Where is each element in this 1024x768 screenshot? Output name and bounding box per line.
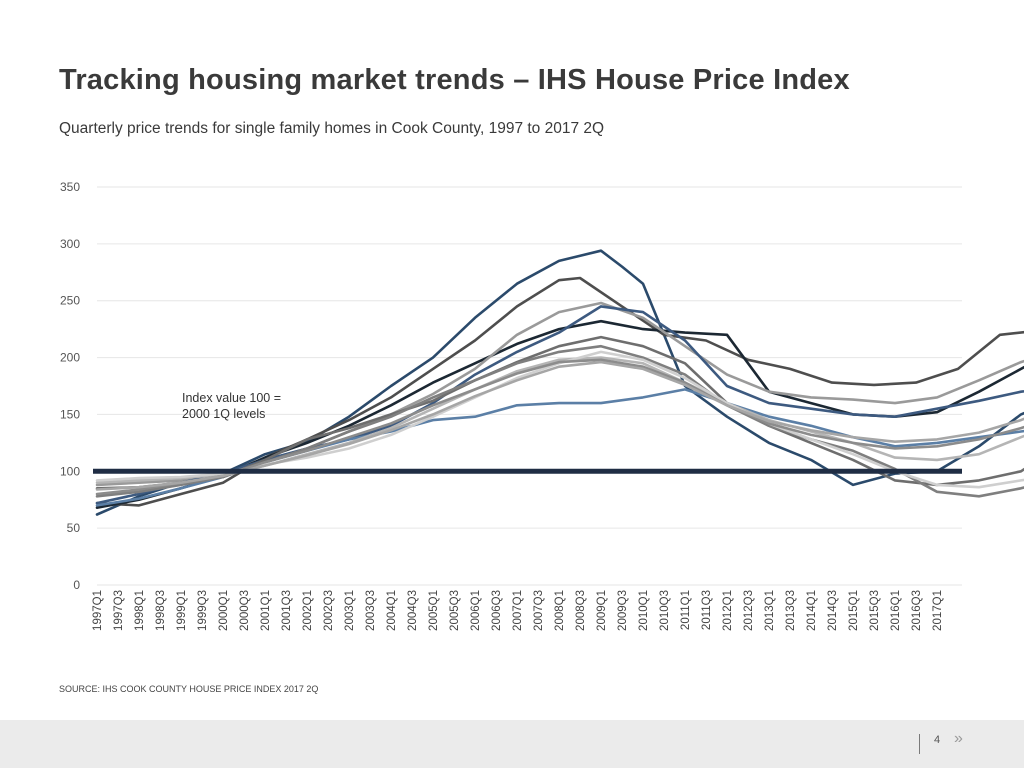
x-tick-label: 2007Q3 bbox=[533, 590, 545, 631]
x-tick-label: 2010Q3 bbox=[659, 590, 671, 631]
page-number: 4 bbox=[934, 734, 941, 746]
x-tick-label: 2005Q1 bbox=[428, 590, 440, 631]
x-axis-ticks: 1997Q1 1997Q3 1998Q1 1998Q3 1999Q1 1999Q3 2000… bbox=[92, 590, 944, 631]
series-line-series-5 bbox=[95, 305, 1024, 505]
price-index-chart: 0 50 100 150 200 250 300 350 1997Q1 1997Q3 1998Q1… bbox=[60, 180, 1024, 631]
x-tick-label: 2005Q3 bbox=[449, 590, 461, 631]
y-tick-label: 100 bbox=[60, 464, 80, 478]
annotation-line-2: 2000 1Q levels bbox=[182, 407, 265, 421]
x-tick-label: 2008Q1 bbox=[554, 590, 566, 631]
x-tick-label: 2016Q1 bbox=[890, 590, 902, 631]
series-line-series-7 bbox=[95, 335, 1024, 490]
y-tick-label: 300 bbox=[60, 237, 80, 251]
footer-bar: 4 » bbox=[0, 720, 1024, 768]
x-tick-label: 2002Q1 bbox=[302, 590, 314, 631]
source-note: SOURCE: IHS COOK COUNTY HOUSE PRICE INDE… bbox=[59, 684, 319, 694]
x-tick-label: 2014Q3 bbox=[827, 590, 839, 631]
x-tick-label: 1997Q3 bbox=[113, 590, 125, 631]
x-tick-label: 2011Q3 bbox=[701, 590, 713, 630]
x-tick-label: 2015Q1 bbox=[848, 590, 860, 631]
x-tick-label: 2003Q1 bbox=[344, 590, 356, 631]
x-tick-label: 2004Q3 bbox=[407, 590, 419, 631]
x-tick-label: 2009Q1 bbox=[596, 590, 608, 631]
x-tick-label: 2000Q3 bbox=[239, 590, 251, 631]
x-tick-label: 2007Q1 bbox=[512, 590, 524, 631]
footer-divider bbox=[919, 734, 920, 754]
x-tick-label: 1999Q1 bbox=[176, 590, 188, 631]
page-title: Tracking housing market trends – IHS Hou… bbox=[59, 64, 850, 96]
y-axis-ticks: 0 50 100 150 200 250 300 350 bbox=[60, 180, 80, 592]
x-tick-label: 2006Q1 bbox=[470, 590, 482, 631]
x-tick-label: 2012Q1 bbox=[722, 590, 734, 631]
y-tick-label: 200 bbox=[60, 351, 80, 365]
x-tick-label: 2002Q3 bbox=[323, 590, 335, 631]
y-tick-label: 150 bbox=[60, 407, 80, 421]
x-tick-label: 2004Q1 bbox=[386, 590, 398, 631]
chart-series bbox=[95, 249, 1024, 516]
x-tick-label: 2001Q3 bbox=[281, 590, 293, 631]
series-line-series-1 bbox=[95, 249, 1024, 516]
x-tick-label: 2016Q3 bbox=[911, 590, 923, 631]
y-tick-label: 0 bbox=[73, 578, 80, 592]
y-tick-label: 50 bbox=[67, 521, 81, 535]
x-tick-label: 1998Q1 bbox=[134, 590, 146, 631]
x-tick-label: 2001Q1 bbox=[260, 590, 272, 631]
series-line-series-11 bbox=[95, 358, 1024, 496]
x-tick-label: 2006Q3 bbox=[491, 590, 503, 631]
x-tick-label: 2012Q3 bbox=[743, 590, 755, 631]
x-tick-label: 2010Q1 bbox=[638, 590, 650, 631]
y-tick-label: 350 bbox=[60, 180, 80, 194]
x-tick-label: 1998Q3 bbox=[155, 590, 167, 631]
page-subtitle: Quarterly price trends for single family… bbox=[59, 120, 605, 137]
x-tick-label: 2003Q3 bbox=[365, 590, 377, 631]
annotation-line-1: Index value 100 = bbox=[182, 391, 281, 405]
y-tick-label: 250 bbox=[60, 294, 80, 308]
next-slide-icon[interactable]: » bbox=[954, 730, 963, 747]
x-tick-label: 1997Q1 bbox=[92, 590, 104, 631]
x-tick-label: 2017Q1 bbox=[932, 590, 944, 631]
series-line-series-12 bbox=[95, 360, 1024, 491]
x-tick-label: 2009Q3 bbox=[617, 590, 629, 631]
x-tick-label: 2011Q1 bbox=[680, 590, 692, 630]
annotation-group: Index value 100 = 2000 1Q levels bbox=[182, 391, 281, 421]
x-tick-label: 2014Q1 bbox=[806, 590, 818, 631]
chart-grid bbox=[97, 186, 962, 586]
x-tick-label: 2013Q1 bbox=[764, 590, 776, 631]
x-tick-label: 1999Q3 bbox=[197, 590, 209, 631]
x-tick-label: 2000Q1 bbox=[218, 590, 230, 631]
x-tick-label: 2015Q3 bbox=[869, 590, 881, 631]
x-tick-label: 2013Q3 bbox=[785, 590, 797, 631]
x-tick-label: 2008Q3 bbox=[575, 590, 587, 631]
